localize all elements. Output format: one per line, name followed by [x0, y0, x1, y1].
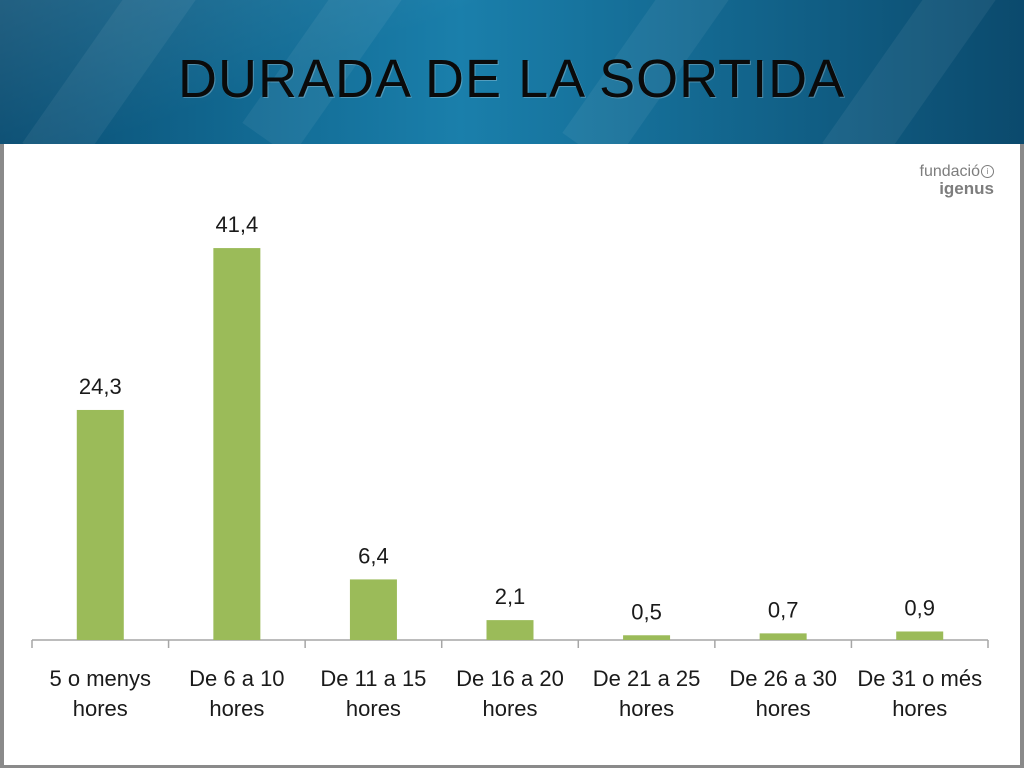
logo-mark: i [981, 165, 994, 179]
x-tick-label: De 21 a 25 [593, 666, 701, 691]
fundacio-igenus-logo: fundació i igenus [919, 163, 994, 198]
data-label: 41,4 [215, 212, 258, 237]
data-label: 0,5 [631, 599, 662, 624]
bar [76, 409, 124, 640]
bar [349, 579, 397, 640]
data-label: 24,3 [79, 374, 122, 399]
x-tick-label: De 16 a 20 [456, 666, 564, 691]
data-label: 6,4 [358, 543, 389, 568]
x-tick-label: hores [892, 696, 947, 721]
x-tick-label: De 6 a 10 [189, 666, 284, 691]
bar [623, 635, 671, 640]
bar [896, 631, 944, 640]
x-tick-label: De 31 o més [857, 666, 982, 691]
data-label: 2,1 [495, 584, 526, 609]
slide-title: DURADA DE LA SORTIDA [178, 49, 846, 109]
data-label: 0,7 [768, 597, 799, 622]
logo-text-line2: igenus [939, 179, 994, 198]
x-tick-label: 5 o menys [50, 666, 152, 691]
bar [759, 633, 807, 640]
x-tick-label: De 11 a 15 [320, 666, 426, 691]
x-tick-label: hores [73, 696, 128, 721]
bar [486, 620, 534, 640]
x-tick-label: hores [346, 696, 401, 721]
x-tick-label: hores [209, 696, 264, 721]
x-tick-label: hores [482, 696, 537, 721]
logo-text-line1: fundació [919, 163, 981, 180]
data-label: 0,9 [904, 595, 935, 620]
slide-header: DURADA DE LA SORTIDA [0, 0, 1024, 144]
x-tick-label: hores [756, 696, 811, 721]
x-tick-label: hores [619, 696, 674, 721]
x-tick-label: De 26 a 30 [729, 666, 837, 691]
bar [213, 248, 261, 640]
